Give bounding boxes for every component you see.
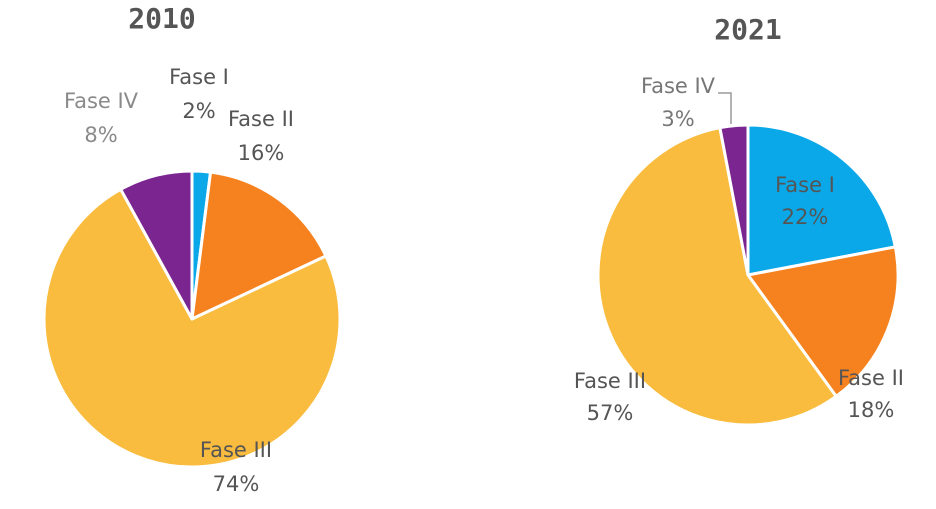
pie-slice-2010-fase-ii [190,170,328,321]
slice-label-2021-fase-iii: Fase III 57% [574,369,646,425]
slice-label-2010-fase-iv: Fase IV 8% [64,89,139,147]
leader-line-fase-iv [718,92,732,124]
pie-chart-2010: 2010 Fase I 2% Fase II 16% Fase III 74% … [42,2,342,496]
slice-label-2010-fase-iii: Fase III 74% [200,438,272,496]
slice-label-name: Fase I [775,173,835,197]
slice-label-value: 3% [661,107,694,131]
slice-label-value: 18% [848,398,895,422]
slice-label-name: Fase I [169,65,229,89]
slice-label-2010-fase-ii: Fase II 16% [228,107,294,165]
slices-2010 [42,169,342,469]
slice-label-name: Fase II [228,107,294,131]
slice-label-2021-fase-iv: Fase IV 3% [641,74,716,131]
slice-label-value: 57% [587,401,634,425]
pie-slice-2010-fase-iii [42,187,342,469]
slice-label-value: 16% [238,141,285,165]
slice-label-name: Fase IV [641,74,716,98]
pie-slice-2021-fase-ii [746,245,900,398]
pie-slice-2021-fase-i [746,123,897,277]
pie-chart-2021: 2021 Fase I 22% Fase II 18% Fase III 57%… [574,13,904,427]
slice-label-2010-fase-i: Fase I 2% [169,65,229,123]
pie-slice-2021-fase-iv [718,123,750,277]
slice-label-value: 8% [84,123,117,147]
slice-label-name: Fase II [838,366,904,390]
chart-title-2010: 2010 [128,2,195,35]
slice-label-value: 74% [213,472,260,496]
pie-slice-2010-fase-iv [119,169,194,321]
slice-label-value: 22% [782,205,829,229]
slice-label-name: Fase III [574,369,646,393]
slices-2021 [596,123,900,427]
pie-slice-2021-fase-iii [596,126,838,427]
slice-label-2021-fase-i: Fase I 22% [775,173,835,229]
slice-label-name: Fase IV [64,89,139,113]
chart-title-2021: 2021 [714,13,781,46]
slice-label-value: 2% [182,99,215,123]
slice-label-2021-fase-ii: Fase II 18% [838,366,904,422]
slice-label-name: Fase III [200,438,272,462]
